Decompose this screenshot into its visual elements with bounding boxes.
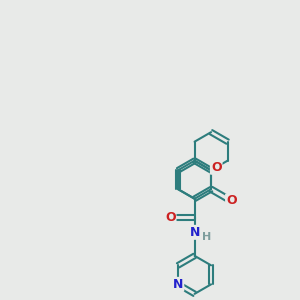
Text: H: H [202,232,211,242]
Text: O: O [211,161,221,174]
Text: N: N [189,226,200,239]
Text: O: O [226,194,237,208]
Text: O: O [165,211,175,224]
Text: N: N [173,278,183,291]
